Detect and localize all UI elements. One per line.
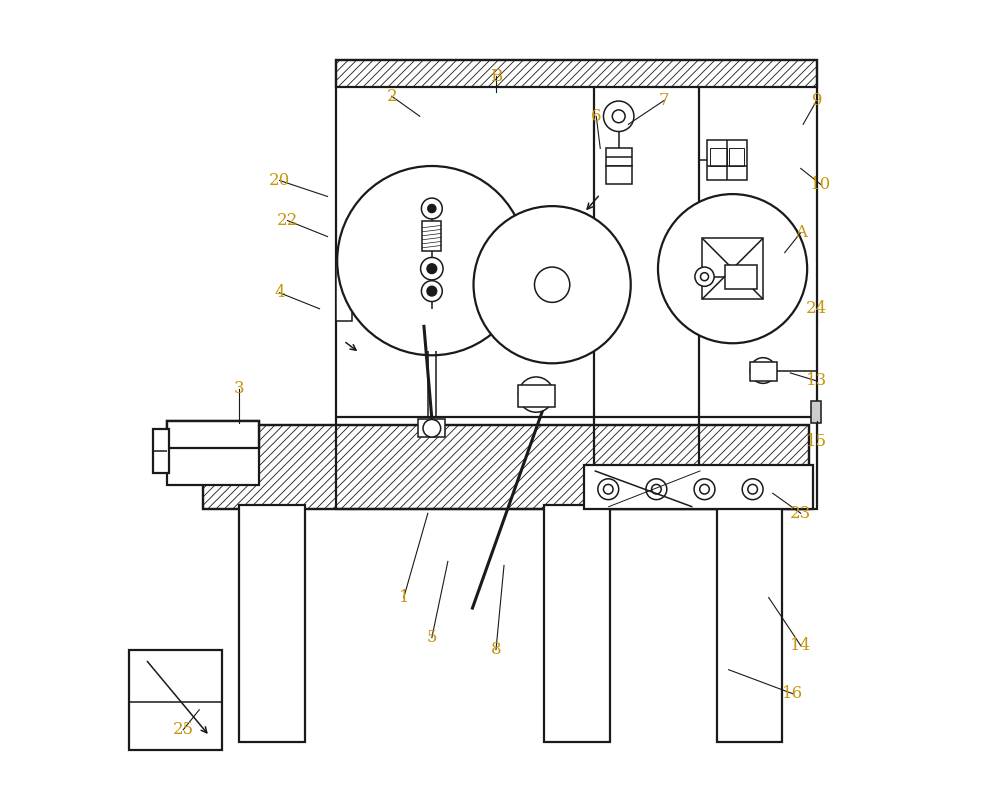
Circle shape [658,194,807,343]
Circle shape [603,484,613,494]
Text: 3: 3 [234,380,245,398]
Circle shape [474,206,631,363]
Circle shape [757,365,769,376]
Bar [129,650,222,750]
Bar [725,265,757,289]
Text: 6: 6 [591,107,601,125]
Circle shape [421,257,443,280]
Text: 10: 10 [810,176,831,193]
Bar [584,465,813,509]
Text: 1: 1 [398,589,409,606]
Text: 2: 2 [386,87,397,105]
Circle shape [421,281,442,302]
Circle shape [529,387,543,402]
Bar [518,385,555,407]
Circle shape [694,479,715,500]
Bar [544,505,610,742]
Bar [729,148,744,166]
Circle shape [612,110,625,123]
Circle shape [646,479,667,500]
Text: 4: 4 [274,284,285,302]
Circle shape [695,267,714,286]
Bar [606,166,632,184]
Text: 25: 25 [173,721,194,739]
Circle shape [337,166,526,355]
Circle shape [700,273,709,281]
Text: 20: 20 [269,172,290,189]
Bar [203,425,809,509]
Text: 9: 9 [812,91,822,109]
Bar [750,362,777,381]
Circle shape [428,205,436,213]
Circle shape [652,484,661,494]
Bar [717,505,782,742]
Bar [336,60,817,509]
Circle shape [427,264,437,273]
Circle shape [421,198,442,219]
Circle shape [603,101,634,132]
Text: 14: 14 [790,637,811,654]
Circle shape [423,419,441,437]
Text: 24: 24 [806,300,827,318]
Text: 8: 8 [491,641,501,658]
Text: 22: 22 [277,212,298,229]
Circle shape [534,267,570,302]
Text: 7: 7 [659,91,670,109]
Text: B: B [490,67,502,85]
Bar [702,238,763,299]
Bar [422,221,441,251]
Bar [606,148,632,166]
Circle shape [598,479,619,500]
Circle shape [427,286,437,296]
Text: 16: 16 [782,685,803,703]
Bar [153,429,169,473]
Bar [203,425,809,509]
Circle shape [748,484,757,494]
Circle shape [742,479,763,500]
Text: A: A [795,224,807,241]
Bar [336,257,352,321]
Bar [167,421,259,448]
Text: 15: 15 [806,432,827,450]
Bar [707,140,747,180]
Text: 23: 23 [790,504,811,522]
Circle shape [518,377,554,412]
Bar [167,421,259,448]
Bar [710,148,727,166]
Bar [336,60,817,87]
Circle shape [750,358,776,383]
Circle shape [700,484,709,494]
Text: 13: 13 [806,372,827,390]
Bar [239,505,305,742]
Text: 5: 5 [427,629,437,646]
Bar [418,419,445,437]
Bar [811,401,821,423]
Bar [167,421,259,485]
